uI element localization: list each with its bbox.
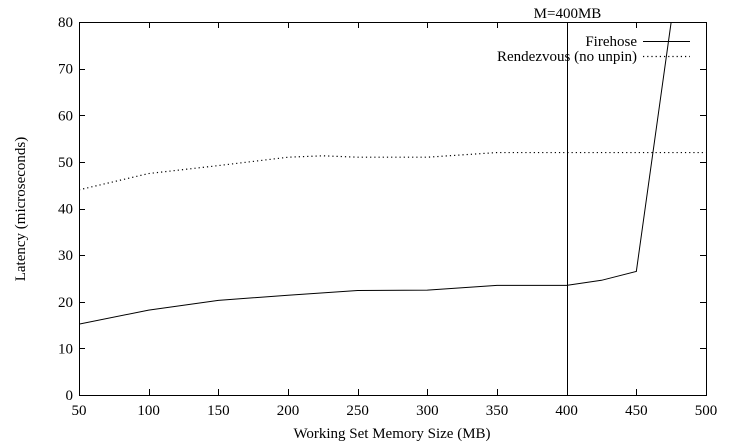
x-tick-label: 350 bbox=[486, 403, 509, 419]
x-tick-label: 500 bbox=[695, 403, 718, 419]
axis-ticks-group bbox=[79, 22, 707, 396]
series-line-firehose bbox=[79, 22, 672, 325]
y-tick-label: 10 bbox=[58, 341, 73, 357]
y-tick-label: 30 bbox=[58, 248, 73, 264]
x-tick-label: 150 bbox=[207, 403, 230, 419]
x-axis-label: Working Set Memory Size (MB) bbox=[293, 426, 490, 442]
plot-area-frame bbox=[79, 22, 707, 396]
y-tick-label: 0 bbox=[66, 388, 74, 404]
x-tick-label: 50 bbox=[72, 403, 87, 419]
series-line-rendezvous bbox=[79, 151, 706, 191]
annotation-label: M=400MB bbox=[534, 6, 602, 22]
series-group bbox=[79, 22, 706, 325]
y-tick-labels: 0 10 20 30 40 50 60 70 80 bbox=[58, 15, 73, 404]
x-tick-label: 450 bbox=[625, 403, 648, 419]
plot-frame-group bbox=[79, 22, 707, 396]
x-tick-label: 400 bbox=[555, 403, 578, 419]
legend-label: Firehose bbox=[585, 34, 637, 50]
x-tick-label: 300 bbox=[416, 403, 439, 419]
y-axis-label: Latency (microseconds) bbox=[13, 137, 29, 282]
y-tick-label: 80 bbox=[58, 15, 73, 31]
x-tick-label: 250 bbox=[346, 403, 369, 419]
annotations-group: M=400MB bbox=[534, 6, 602, 395]
y-tick-label: 70 bbox=[58, 62, 73, 78]
x-tick-label: 100 bbox=[137, 403, 160, 419]
y-tick-label: 50 bbox=[58, 155, 73, 171]
y-tick-label: 40 bbox=[58, 202, 73, 218]
legend-label: Rendezvous (no unpin) bbox=[497, 49, 637, 65]
y-tick-label: 20 bbox=[58, 295, 73, 311]
y-tick-label: 60 bbox=[58, 108, 73, 124]
x-tick-labels: 50 100 150 200 250 300 350 400 450 500 bbox=[72, 403, 718, 419]
x-tick-label: 200 bbox=[277, 403, 300, 419]
